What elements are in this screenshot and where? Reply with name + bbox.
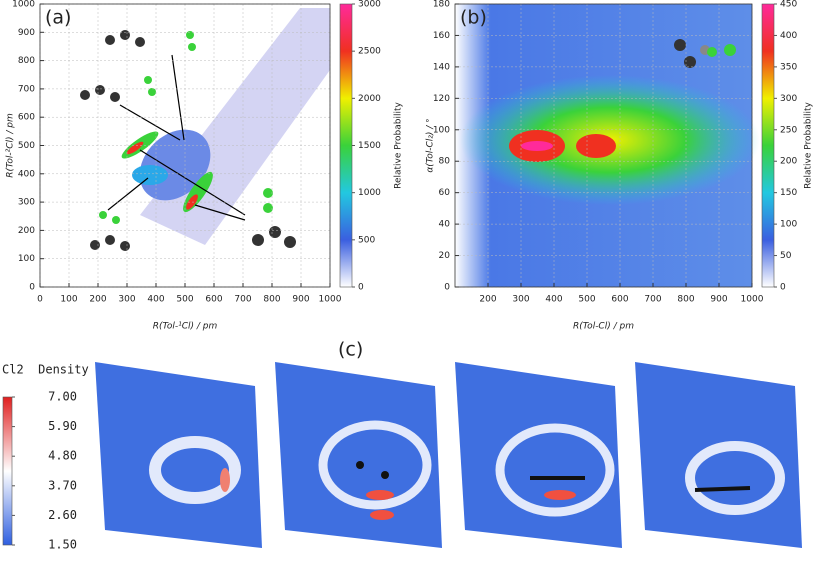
x-tick-label: 400 [545,295,562,305]
y-tick-label: 140 [433,62,450,72]
x-tick-label: 1000 [741,295,764,305]
y-tick-label: 160 [433,31,450,41]
y-tick-label: 80 [439,157,451,167]
y-tick-label: 0 [444,283,450,293]
colorbar-tick-label: 4.80 [48,449,77,463]
colorbar-tick-label: 5.90 [48,419,77,433]
x-tick-label: 300 [118,295,135,305]
x-tick-label: 600 [205,295,222,305]
colorbar-tick-label: 200 [780,157,797,167]
plot-frame [39,3,331,288]
colorbar-tick-label: 50 [780,251,792,261]
colorbar-label: Relative Probability [394,101,404,188]
x-axis-label: R(Tol-¹Cl) / pm [153,322,218,332]
y-tick-label: 700 [18,84,35,94]
y-axis-label: α(Tol-Cl₂) / ° [426,118,436,172]
y-tick-label: 100 [433,125,450,135]
x-tick-label: 200 [89,295,106,305]
colorbar-tick-label: 0 [358,283,364,293]
colorbar-tick-label: 350 [780,62,797,72]
x-tick-label: 200 [479,295,496,305]
y-axis-label: R(Tol-²Cl) / pm [6,113,16,178]
colorbar-tick-label: 0 [780,283,786,293]
colorbar-tick-label: 2500 [358,47,381,57]
x-tick-label: 800 [677,295,694,305]
colorbar-tick-label: 450 [780,0,797,10]
colorbar-tick-label: 1500 [358,141,381,151]
x-tick-label: 100 [60,295,77,305]
colorbar-label: Relative Probability [804,101,814,188]
x-tick-label: 900 [710,295,727,305]
heatmap-a [121,8,330,245]
colorbar-tick-label: 2000 [358,94,381,104]
heatmap-b [455,4,760,287]
x-axis-label: R(Tol-Cl) / pm [573,322,634,332]
panel-label: (a) [45,7,71,29]
y-tick-label: 900 [18,28,35,38]
colorbar-tick-label: 3000 [358,0,381,10]
y-tick-label: 400 [18,169,35,179]
plot-frame [454,3,753,288]
x-tick-label: 500 [176,295,193,305]
y-tick-label: 180 [433,0,450,10]
y-tick-label: 0 [29,283,35,293]
colorbar-label: Cl2 Density [2,363,89,377]
y-tick-label: 40 [439,220,451,230]
molecules [80,30,296,251]
x-tick-label: 700 [644,295,661,305]
y-tick-label: 200 [18,226,35,236]
panel-label: (b) [460,7,487,29]
x-tick-label: 300 [512,295,529,305]
x-tick-label: 600 [611,295,628,305]
x-tick-label: 800 [263,295,280,305]
y-tick-label: 1000 [12,0,35,10]
y-tick-label: 60 [439,188,451,198]
x-tick-label: 400 [147,295,164,305]
colorbar-tick-label: 3.70 [48,478,77,492]
panel-label: (c) [338,339,363,361]
density-maps [95,362,802,548]
x-tick-label: 1000 [319,295,342,305]
colorbar-tick-label: 500 [358,235,375,245]
y-tick-label: 20 [439,251,451,261]
colorbar-tick-label: 400 [780,31,797,41]
colorbar-tick-label: 1000 [358,188,381,198]
colorbar [339,3,353,288]
x-tick-label: 500 [578,295,595,305]
y-tick-label: 800 [18,56,35,66]
colorbar [761,3,775,288]
colorbar-tick-label: 7.00 [48,390,77,404]
colorbar [2,396,13,546]
colorbar-tick-label: 250 [780,125,797,135]
y-tick-label: 600 [18,113,35,123]
x-tick-label: 0 [37,295,43,305]
y-tick-label: 500 [18,141,35,151]
colorbar-tick-label: 1.50 [48,538,77,552]
y-tick-label: 100 [18,254,35,264]
y-tick-label: 300 [18,198,35,208]
x-tick-label: 700 [234,295,251,305]
y-tick-label: 120 [433,94,450,104]
colorbar-tick-label: 2.60 [48,508,77,522]
arrows [107,54,246,221]
colorbar-tick-label: 150 [780,188,797,198]
colorbar-tick-label: 100 [780,220,797,230]
colorbar-tick-label: 300 [780,94,797,104]
x-tick-label: 900 [292,295,309,305]
